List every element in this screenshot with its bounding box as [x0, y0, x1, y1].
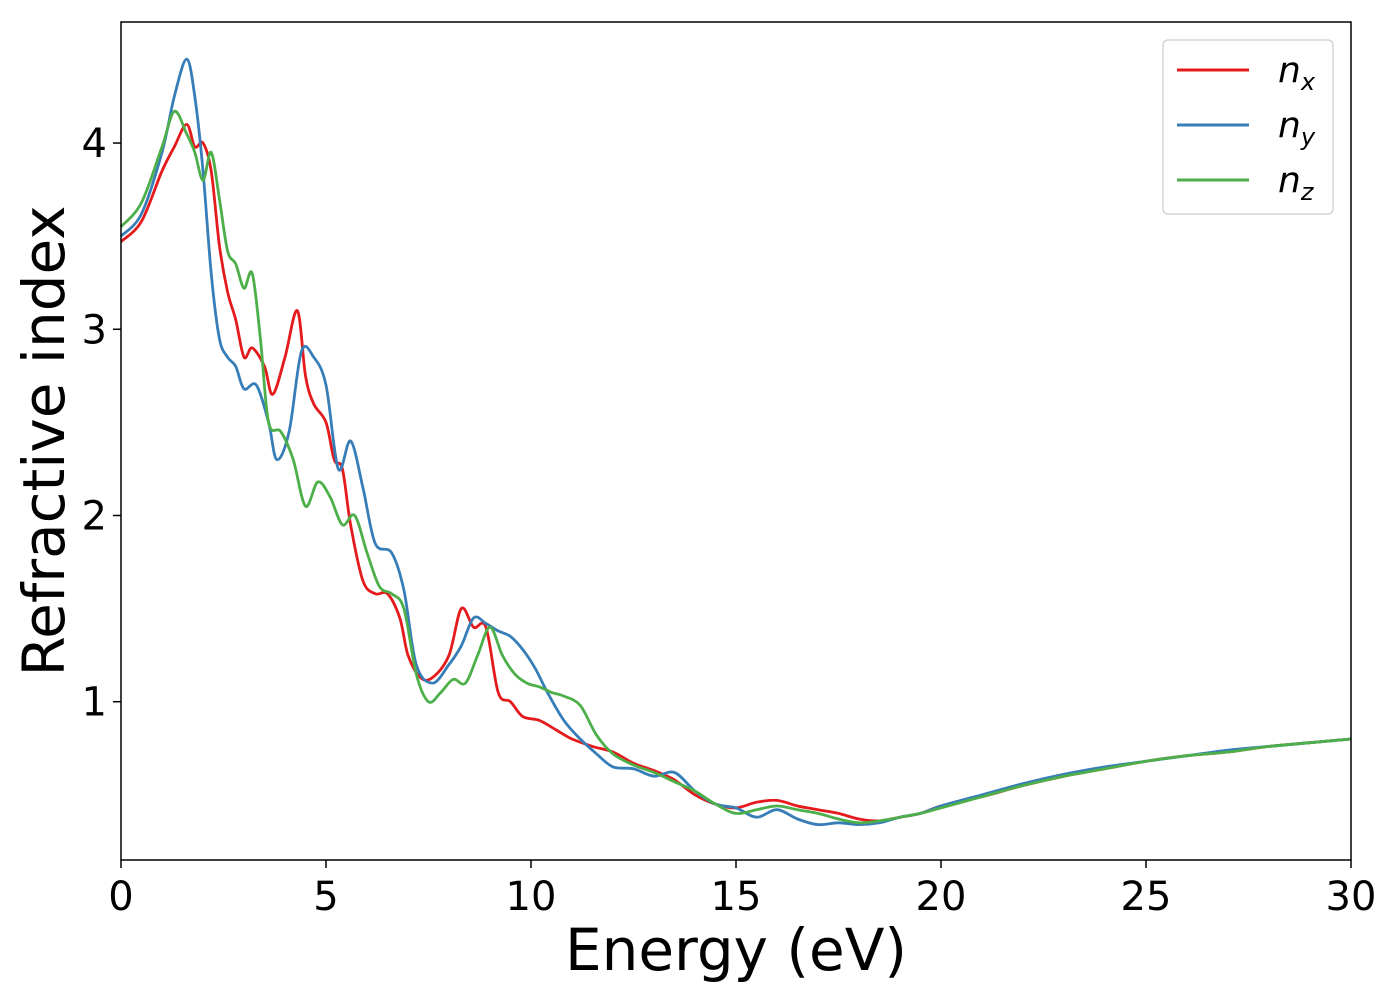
x-tick-label: 30 [1326, 874, 1377, 920]
x-tick-label: 0 [108, 874, 133, 920]
x-axis-label: Energy (eV) [565, 916, 907, 984]
y-tick-label: 4 [82, 121, 107, 167]
plot-lines [119, 57, 1352, 827]
series-line-z [119, 109, 1352, 825]
legend-box [1162, 39, 1334, 215]
y-tick-label: 2 [82, 493, 107, 539]
x-tick-label: 15 [711, 874, 762, 920]
y-axis-label: Refractive index [10, 205, 78, 676]
x-axis-ticks: 0 5 10 15 20 25 30 [108, 860, 1376, 920]
y-tick-label: 3 [82, 307, 107, 353]
legend-label-x: nx [1278, 50, 1316, 96]
y-axis-ticks: 1 2 3 4 [82, 121, 121, 726]
x-tick-label: 20 [916, 874, 967, 920]
legend-label-z: nz [1278, 160, 1315, 206]
x-tick-label: 5 [313, 874, 338, 920]
y-tick-label: 1 [82, 680, 107, 726]
legend-label-y: ny [1278, 105, 1316, 151]
x-tick-label: 10 [506, 874, 557, 920]
legend: nx ny nz [1162, 39, 1334, 215]
x-tick-label: 25 [1121, 874, 1172, 920]
series-line-x [120, 123, 1352, 823]
